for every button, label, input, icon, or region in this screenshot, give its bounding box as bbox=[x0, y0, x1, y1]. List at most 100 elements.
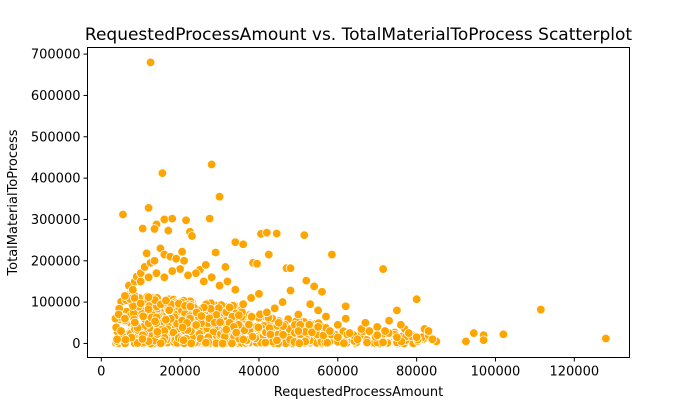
scatter-point bbox=[277, 297, 288, 307]
scatter-point bbox=[262, 307, 272, 318]
scatter-point bbox=[187, 231, 197, 241]
scatter-point bbox=[234, 310, 244, 320]
y-tick-label: 400000 bbox=[31, 172, 81, 187]
scatter-point bbox=[143, 272, 154, 282]
scatter-point bbox=[167, 266, 177, 276]
scatter-point bbox=[313, 305, 323, 316]
scatter-point bbox=[118, 209, 128, 220]
scatter-point bbox=[601, 333, 611, 344]
scatter-point bbox=[372, 322, 382, 332]
scatter-point bbox=[171, 254, 181, 264]
scatter-point bbox=[327, 249, 337, 260]
scatter-point bbox=[161, 314, 171, 325]
scatter-point bbox=[157, 168, 168, 178]
x-tick-label: 100000 bbox=[471, 365, 521, 380]
scatter-point bbox=[214, 280, 225, 291]
scatter-point bbox=[175, 264, 185, 274]
scatter-point bbox=[163, 225, 173, 236]
scatter-point bbox=[230, 285, 240, 295]
y-tick-label: 300000 bbox=[31, 213, 81, 228]
scatter-point bbox=[159, 214, 170, 225]
scatter-point bbox=[322, 338, 332, 348]
scatter-point bbox=[427, 334, 438, 344]
x-tick-label: 40000 bbox=[238, 365, 279, 380]
scatter-point bbox=[137, 334, 148, 344]
scatter-point bbox=[293, 326, 304, 336]
scatter-point bbox=[136, 276, 146, 287]
scatter-point bbox=[183, 270, 193, 280]
scatter-point bbox=[151, 268, 162, 278]
scatter-point bbox=[313, 322, 323, 332]
scatter-point bbox=[120, 291, 130, 301]
scatter-point bbox=[247, 331, 258, 342]
scatter-point bbox=[149, 224, 160, 234]
scatter-point bbox=[411, 332, 422, 342]
scatter-point bbox=[384, 316, 394, 326]
scatter-point bbox=[265, 329, 276, 340]
scatter-point bbox=[120, 313, 130, 324]
scatter-point bbox=[161, 295, 171, 306]
scatter-point bbox=[246, 312, 257, 322]
y-axis-ticks: 0 100000 200000 300000 400000 500000 600000 700… bbox=[31, 48, 88, 352]
scatter-point bbox=[221, 324, 231, 335]
y-tick-label: 500000 bbox=[31, 130, 81, 145]
scatter-point bbox=[396, 320, 406, 330]
scatter-point bbox=[201, 260, 211, 270]
scatter-point bbox=[143, 304, 154, 314]
scatter-point bbox=[135, 298, 146, 309]
scatter-point bbox=[272, 228, 282, 239]
scatter-point bbox=[220, 262, 231, 272]
scatter-point bbox=[498, 329, 509, 340]
scatter-point bbox=[270, 303, 280, 313]
scatter-point bbox=[145, 57, 156, 68]
scatter-point bbox=[238, 239, 248, 249]
scatter-point bbox=[231, 327, 241, 338]
scatter-point bbox=[299, 230, 309, 240]
scatter-point bbox=[378, 337, 388, 348]
y-tick-label: 700000 bbox=[31, 48, 81, 63]
scatter-point bbox=[230, 237, 240, 247]
scatter-point bbox=[293, 309, 304, 320]
scatter-point bbox=[225, 302, 235, 313]
scatter-point bbox=[272, 335, 282, 346]
scatter-point bbox=[344, 328, 355, 338]
scatter-point bbox=[321, 311, 331, 322]
scatter-point bbox=[141, 248, 152, 259]
x-tick-label: 80000 bbox=[396, 365, 437, 380]
chart-title: RequestedProcessAmount vs. TotalMaterial… bbox=[85, 25, 633, 45]
scatter-point bbox=[214, 192, 225, 202]
scatter-point bbox=[215, 317, 225, 327]
scatter-point bbox=[164, 305, 174, 315]
y-tick-label: 100000 bbox=[31, 296, 81, 311]
scatter-point bbox=[378, 264, 388, 274]
scatter-point bbox=[150, 316, 160, 326]
scatter-point bbox=[177, 322, 188, 333]
scatter-point bbox=[244, 319, 254, 330]
scatter-point bbox=[179, 256, 189, 266]
scatter-point bbox=[143, 292, 154, 302]
scatter-point bbox=[116, 326, 126, 336]
y-tick-label: 200000 bbox=[31, 254, 81, 269]
scatter-point bbox=[404, 328, 414, 338]
scatter-point bbox=[210, 247, 221, 258]
scatter-point bbox=[372, 330, 382, 340]
y-tick-label: 600000 bbox=[31, 89, 81, 104]
scatter-point bbox=[152, 327, 163, 337]
scatter-point bbox=[536, 304, 546, 315]
scatter-point bbox=[217, 338, 228, 349]
scatter-point bbox=[333, 332, 343, 342]
scatter-point bbox=[143, 203, 154, 213]
scatter-points bbox=[110, 57, 611, 349]
scatter-point bbox=[478, 335, 489, 345]
scatter-point bbox=[305, 299, 315, 309]
scatter-point bbox=[238, 299, 248, 309]
scatter-point bbox=[177, 247, 187, 257]
scatter-point bbox=[254, 289, 264, 299]
scatter-point bbox=[181, 215, 191, 225]
x-tick-label: 0 bbox=[97, 365, 105, 380]
scatter-point bbox=[199, 276, 209, 287]
scatter-point bbox=[227, 338, 237, 349]
scatter-point bbox=[294, 338, 305, 348]
scatter-point bbox=[262, 227, 272, 238]
